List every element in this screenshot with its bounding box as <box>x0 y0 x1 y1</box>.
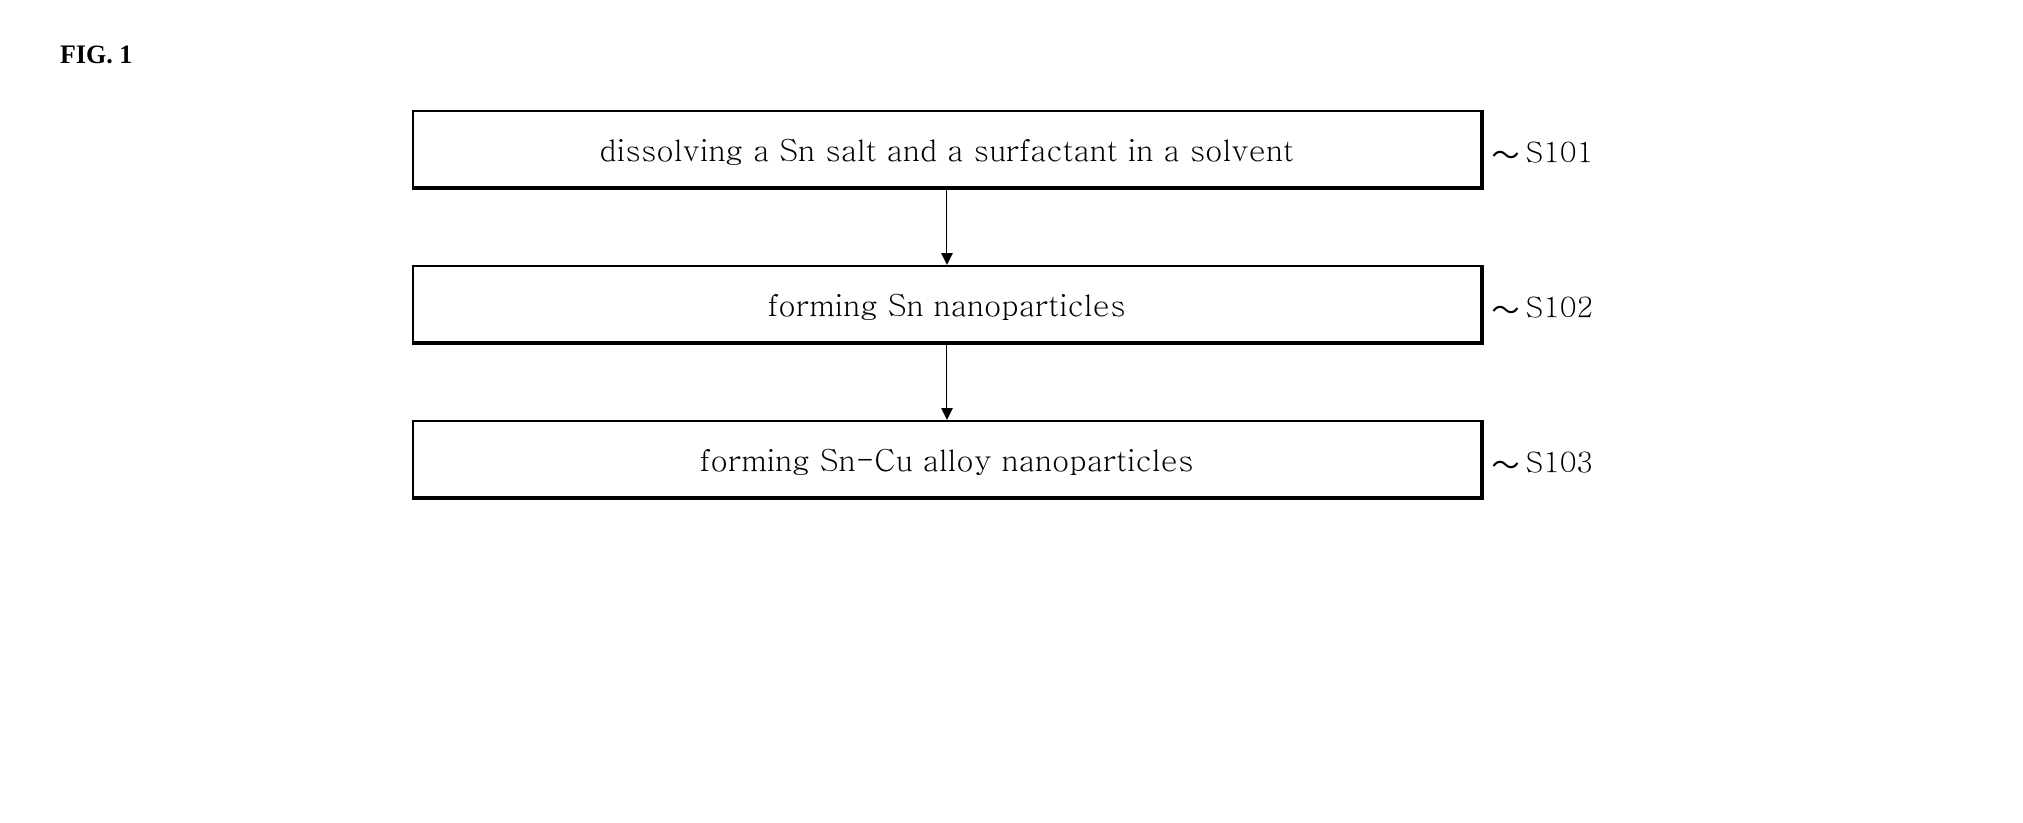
arrow-down-icon <box>946 190 948 265</box>
arrow-down-icon <box>946 345 948 420</box>
step-label-wrapper-1: 〜 S101 <box>1492 130 1612 170</box>
figure-label: FIG. 1 <box>60 40 1963 70</box>
step-label-s103: S103 <box>1526 440 1594 480</box>
arrow-container-2 <box>412 345 1612 420</box>
connector-line-icon: 〜 <box>1492 444 1520 484</box>
step-label-wrapper-3: 〜 S103 <box>1492 440 1612 480</box>
step-row-3: forming Sn-Cu alloy nanoparticles 〜 S103 <box>412 420 1612 500</box>
step-box-dissolving: dissolving a Sn salt and a surfactant in… <box>412 110 1484 190</box>
connector-line-icon: 〜 <box>1492 134 1520 174</box>
flowchart-container: dissolving a Sn salt and a surfactant in… <box>412 110 1612 500</box>
connector-line-icon: 〜 <box>1492 289 1520 329</box>
step-row-1: dissolving a Sn salt and a surfactant in… <box>412 110 1612 190</box>
step-label-s102: S102 <box>1526 285 1594 325</box>
step-label-wrapper-2: 〜 S102 <box>1492 285 1612 325</box>
step-row-2: forming Sn nanoparticles 〜 S102 <box>412 265 1612 345</box>
step-box-alloy-nanoparticles: forming Sn-Cu alloy nanoparticles <box>412 420 1484 500</box>
step-label-s101: S101 <box>1526 130 1594 170</box>
step-box-sn-nanoparticles: forming Sn nanoparticles <box>412 265 1484 345</box>
arrow-container-1 <box>412 190 1612 265</box>
